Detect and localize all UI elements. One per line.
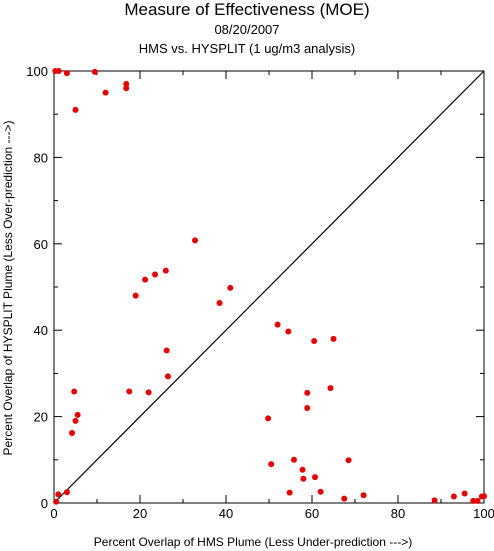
data-point <box>286 489 293 496</box>
x-tick-label: 0 <box>50 506 57 521</box>
data-point <box>69 430 76 437</box>
data-point <box>300 475 307 482</box>
y-tick-label: 80 <box>34 150 48 165</box>
data-point <box>123 80 130 87</box>
data-points <box>52 68 487 505</box>
data-point <box>164 373 171 380</box>
data-point <box>63 70 70 77</box>
data-point <box>481 493 487 500</box>
data-point <box>470 497 477 504</box>
data-point <box>216 299 223 306</box>
chart-title: Measure of Effectiveness (MOE) <box>124 0 370 19</box>
data-point <box>474 497 481 504</box>
data-point <box>431 497 438 504</box>
data-point <box>299 466 306 473</box>
x-tick-label: 60 <box>305 506 319 521</box>
one-to-one-line <box>53 70 485 504</box>
x-tick-label: 80 <box>391 506 405 521</box>
data-point <box>123 85 130 92</box>
data-point <box>91 68 98 75</box>
data-point <box>304 404 311 411</box>
data-point <box>126 388 133 395</box>
data-point <box>461 490 468 497</box>
data-point <box>450 493 457 500</box>
y-tick-label: 20 <box>34 410 48 425</box>
data-point <box>72 417 79 424</box>
x-tick-label: 20 <box>133 506 147 521</box>
y-tick-label: 0 <box>41 496 48 511</box>
data-point <box>53 498 60 505</box>
x-tick-label: 100 <box>473 506 494 521</box>
data-point <box>341 495 348 502</box>
data-point <box>327 385 334 392</box>
data-point <box>265 415 272 422</box>
y-axis-label: Percent Overlap of HYSPLIT Plume (Less O… <box>1 121 15 456</box>
x-axis-ticks: 0 20 40 60 80 100 <box>50 71 494 521</box>
y-tick-label: 60 <box>34 237 48 252</box>
y-tick-label: 40 <box>34 323 48 338</box>
data-point <box>290 456 297 463</box>
chart-subtitle: HMS vs. HYSPLIT (1 ug/m3 analysis) <box>138 41 356 56</box>
data-point <box>63 489 70 496</box>
data-point <box>317 488 324 495</box>
data-point <box>71 388 78 395</box>
data-point <box>163 347 170 354</box>
data-point <box>152 271 159 278</box>
data-point <box>162 267 169 274</box>
data-point <box>55 68 62 74</box>
data-point <box>285 328 292 335</box>
x-tick-label: 40 <box>219 506 233 521</box>
data-point <box>227 284 234 291</box>
y-axis-ticks: 0 20 40 60 80 100 <box>26 64 484 511</box>
x-axis-label: Percent Overlap of HMS Plume (Less Under… <box>94 535 412 549</box>
y-tick-label: 100 <box>26 64 48 79</box>
data-point <box>311 338 318 344</box>
data-point <box>102 89 109 96</box>
data-point <box>312 474 319 481</box>
data-point <box>192 237 199 244</box>
chart-date: 08/20/2007 <box>214 22 280 37</box>
data-point <box>360 492 367 499</box>
data-point <box>72 106 79 113</box>
data-point <box>132 292 139 299</box>
data-point <box>55 491 62 498</box>
data-point <box>345 457 352 464</box>
data-point <box>330 335 337 342</box>
data-point <box>274 321 281 328</box>
data-point <box>145 389 152 396</box>
data-point <box>268 461 275 468</box>
data-point <box>304 389 311 396</box>
data-point <box>142 276 149 283</box>
data-point <box>74 411 81 418</box>
